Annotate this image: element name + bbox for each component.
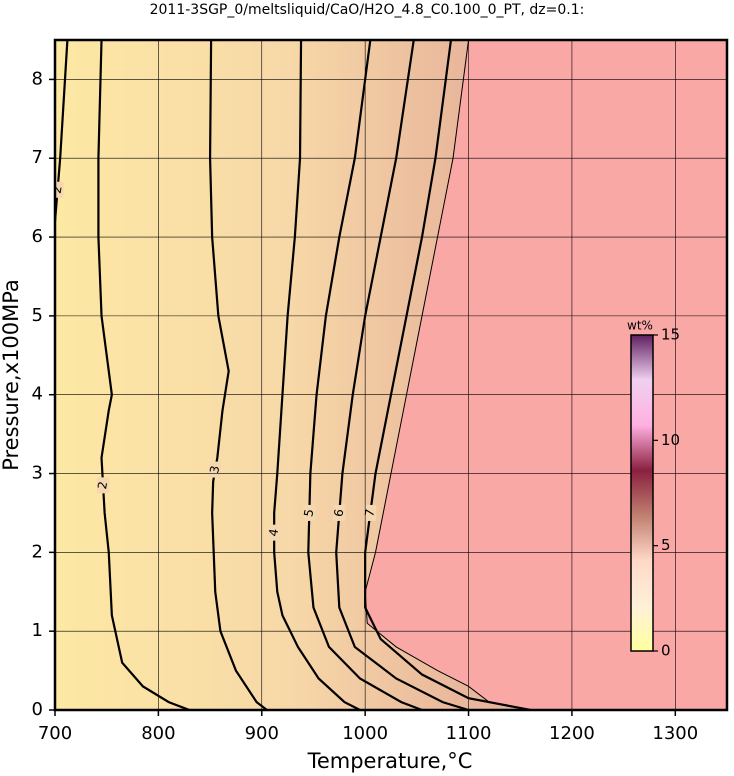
x-tick-label: 1300 (652, 723, 698, 744)
contour-label-bg (268, 524, 281, 541)
plot-area: 2 2 3 4 5 6 7 (50, 40, 727, 710)
y-axis-label: Pressure,x100MPa (0, 279, 23, 471)
chart-title: 2011-3SGP_0/meltsliquid/CaO/H2O_4.8_C0.1… (150, 2, 585, 18)
contour-label-bg (364, 504, 377, 521)
colorbar (630, 334, 654, 652)
contour-label-bg (303, 504, 316, 521)
contour-label-bg (333, 504, 346, 521)
contour-label: 6 (331, 508, 346, 518)
x-tick-label: 1100 (446, 723, 492, 744)
boundary-line (364, 40, 531, 710)
x-tick-label: 1000 (342, 723, 388, 744)
y-tick-label: 8 (32, 68, 43, 89)
contour-label: 2 (95, 480, 110, 490)
plot-frame (53, 38, 729, 712)
y-tick-label: 2 (32, 541, 43, 562)
x-tick-label: 800 (141, 723, 175, 744)
x-tick-label: 900 (245, 723, 279, 744)
x-tick-label: 700 (38, 723, 72, 744)
contour-label-bg (97, 477, 110, 494)
y-tick-label: 5 (32, 305, 43, 326)
colorbar-tick-label: 0 (661, 642, 671, 660)
y-tick-label: 4 (32, 384, 43, 405)
contour-label: 7 (362, 508, 377, 518)
overlay: 700 800 900 1000 1100 1200 1300 0 1 2 3 4 5 6 7 8 wt% 0 5 1… (32, 38, 729, 744)
colorbar-tick-label: 10 (661, 431, 680, 449)
contour-label-bg (55, 181, 64, 198)
colorbar-tick-label: 5 (661, 536, 671, 554)
x-axis-label: Temperature,°C (307, 749, 473, 773)
y-tick-label: 1 (32, 620, 43, 641)
colorbar-tick-label: 15 (661, 326, 680, 344)
y-tick-label: 3 (32, 463, 43, 484)
colorbar-title: wt% (627, 319, 653, 333)
y-tick-label: 6 (32, 226, 43, 247)
contour-label: 2 (50, 185, 65, 195)
contour-label: 3 (207, 465, 222, 475)
x-tick-label: 1200 (549, 723, 595, 744)
y-tick-label: 7 (32, 147, 43, 168)
y-tick-label: 0 (32, 699, 43, 720)
contour-label: 5 (301, 508, 316, 518)
contour-label: 4 (266, 528, 281, 538)
